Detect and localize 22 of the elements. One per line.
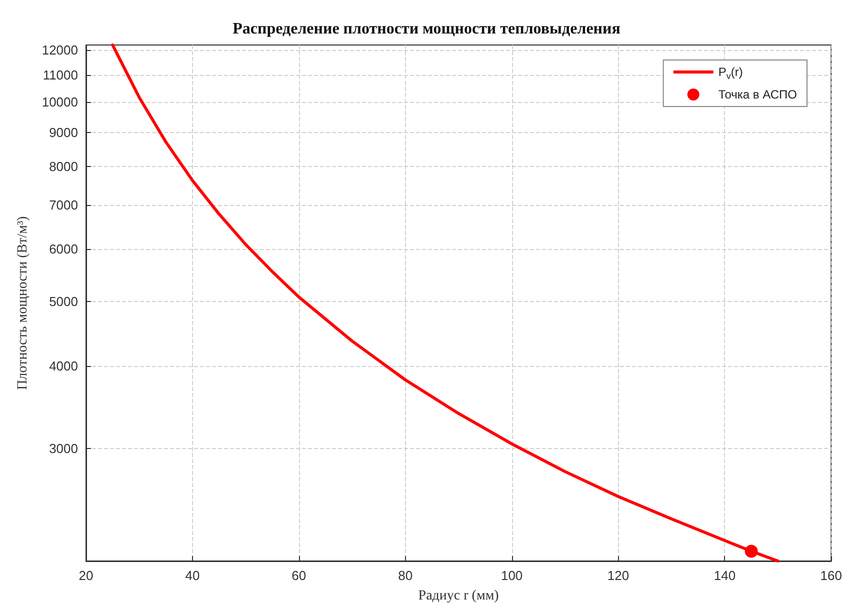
x-tick-label: 40 xyxy=(185,568,200,583)
y-tick-label: 5000 xyxy=(49,294,78,310)
x-tick-label: 20 xyxy=(78,568,94,583)
x-tick-label: 160 xyxy=(820,568,842,583)
y-tick-label: 8000 xyxy=(49,158,78,174)
y-tick-label: 9000 xyxy=(49,125,78,140)
x-tick-label: 80 xyxy=(398,568,413,583)
chart-title: Распределение плотности мощности тепловыделения xyxy=(232,20,621,38)
x-tick-label: 100 xyxy=(500,568,523,583)
y-axis-title: Плотность мощности (Вт/м³) xyxy=(16,216,30,390)
y-tick-label: 10000 xyxy=(42,94,78,110)
y-tick-label: 7000 xyxy=(49,197,78,212)
x-tick-label: 60 xyxy=(292,568,306,583)
y-tick-label: 4000 xyxy=(49,358,78,374)
x-tick-label: 140 xyxy=(714,568,736,583)
y-tick-label: 12000 xyxy=(42,42,78,58)
x-tick-label: 120 xyxy=(607,568,630,583)
y-tick-label: 3000 xyxy=(49,441,78,456)
y-tick-label: 11000 xyxy=(42,67,78,82)
legend-label: Точка в АСПО xyxy=(718,88,798,102)
x-axis-title: Радиус r (мм) xyxy=(418,588,500,604)
y-tick-label: 6000 xyxy=(49,242,78,257)
